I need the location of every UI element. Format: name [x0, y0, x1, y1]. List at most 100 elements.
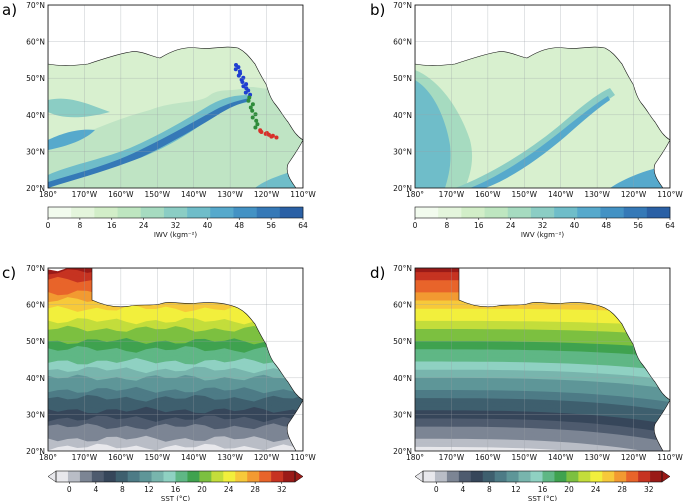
colorbar-tick-label: 0 [67, 485, 72, 494]
x-tick-label: 160°W [108, 190, 134, 199]
colorbar-segment [139, 471, 152, 482]
colorbar-segment [530, 207, 555, 218]
y-tick-label: 70°N [26, 1, 45, 10]
colorbar-tick-label: 24 [591, 485, 601, 494]
colorbar-tick-label: 0 [46, 221, 51, 230]
colorbar-tick-label: 8 [444, 221, 449, 230]
colorbar-segment [434, 471, 448, 482]
track-point [244, 82, 249, 87]
panel-b-iwv-map: b) 180° 170°W 160°W 150°W 140°W 130°W 120°W 110… [370, 1, 683, 199]
colorbar-tick-label: 32 [644, 485, 654, 494]
colorbar-segment [461, 207, 485, 218]
colorbar-b: 0 8 16 24 32 40 48 56 64 IWV (kgm⁻²) [413, 206, 675, 239]
panel-c-mexico-land [286, 399, 303, 451]
colorbar-segment [115, 471, 128, 482]
track-point [269, 134, 274, 139]
colorbar-segment [163, 207, 188, 218]
y-tick-label: 20°N [393, 184, 412, 193]
panel-d-mexico-land [653, 399, 670, 451]
colorbar-segment [590, 471, 603, 482]
colorbar-tick-label: 48 [234, 221, 244, 230]
panel-b-river-core [470, 96, 610, 188]
colorbar-a: 0 8 16 24 32 40 48 56 64 IWV (kgm⁻²) [46, 206, 308, 239]
track-point [247, 95, 252, 100]
colorbar-segment [247, 471, 260, 482]
panel-a-landmass [48, 5, 303, 141]
colorbar-segment [117, 207, 142, 218]
track-point [253, 112, 258, 117]
colorbar-segment [103, 471, 117, 482]
panel-b-ticks: 180° 170°W 160°W 150°W 140°W 130°W 120°W 110°W 2… [393, 1, 683, 199]
colorbar-segment [494, 471, 507, 482]
colorbar-tick-label: 56 [266, 221, 276, 230]
x-tick-label: 170°W [72, 190, 98, 199]
y-tick-label: 40°N [393, 374, 412, 383]
x-tick-label: 130°W [217, 453, 243, 462]
x-tick-label: 120°W [621, 453, 647, 462]
x-tick-label: 130°W [584, 190, 610, 199]
colorbar-segment [554, 207, 578, 218]
colorbar-label: SST (°C) [161, 495, 191, 501]
colorbar-segment [271, 471, 284, 482]
panel-b-mexico-land [653, 139, 670, 188]
colorbar-segment [79, 471, 93, 482]
colorbar-segment [646, 207, 671, 218]
colorbar-segment [554, 471, 567, 482]
x-tick-label: 110°W [657, 190, 683, 199]
x-tick-label: 120°W [621, 190, 647, 199]
track-point [243, 90, 248, 95]
colorbar-tick-label: 56 [633, 221, 643, 230]
colorbar-segment [127, 471, 140, 482]
colorbar-tick-label: 8 [77, 221, 82, 230]
y-tick-label: 60°N [393, 38, 412, 47]
colorbar-segment [259, 471, 272, 482]
track-point [246, 98, 251, 103]
track-point [236, 73, 241, 78]
x-tick-label: 150°W [145, 453, 171, 462]
colorbar-segment [518, 471, 531, 482]
colorbar-tick-label: 4 [93, 485, 98, 494]
colorbar-tick-label: 16 [474, 221, 484, 230]
y-tick-label: 30°N [26, 410, 45, 419]
colorbar-segment [283, 471, 296, 482]
x-tick-label: 110°W [290, 190, 316, 199]
colorbar-extend-low [47, 470, 57, 483]
x-tick-label: 170°W [72, 453, 98, 462]
panel-d-ticks: 180° 170°W 160°W 150°W 140°W 130°W 120°W 110°W 2… [393, 264, 683, 462]
y-tick-label: 70°N [26, 264, 45, 273]
colorbar-segment [187, 471, 200, 482]
x-tick-label: 120°W [254, 453, 280, 462]
colorbar-tick-label: 16 [171, 485, 181, 494]
colorbar-segment [256, 207, 281, 218]
x-tick-label: 110°W [290, 453, 316, 462]
colorbar-segment [602, 471, 615, 482]
colorbar-segment [650, 471, 663, 482]
panel-c-label: c) [2, 264, 16, 282]
panel-d-label: d) [370, 264, 385, 282]
x-tick-label: 160°W [108, 453, 134, 462]
panel-a-track [233, 63, 279, 140]
x-tick-label: 110°W [657, 453, 683, 462]
y-tick-label: 20°N [393, 447, 412, 456]
y-tick-label: 40°N [393, 111, 412, 120]
colorbar-segment [210, 207, 234, 218]
colorbar-segment [470, 471, 484, 482]
y-tick-label: 60°N [393, 301, 412, 310]
colorbar-segment [458, 471, 472, 482]
colorbar-segment [542, 471, 555, 482]
panel-b-frame [414, 4, 671, 189]
colorbar-tick-label: 8 [487, 485, 492, 494]
y-tick-label: 20°N [26, 184, 45, 193]
x-tick-label: 170°W [439, 190, 465, 199]
y-tick-label: 40°N [26, 374, 45, 383]
colorbar-segment [140, 207, 165, 218]
colorbar-segment [626, 471, 639, 482]
colorbar-tick-label: 16 [107, 221, 117, 230]
colorbar-d: 0 4 8 12 16 20 24 28 32 SST (°C) [414, 470, 671, 501]
colorbar-tick-label: 32 [171, 221, 181, 230]
colorbar-tick-label: 12 [144, 485, 154, 494]
colorbar-segment [233, 207, 257, 218]
colorbar-extend-high [661, 470, 671, 483]
y-tick-label: 20°N [26, 447, 45, 456]
